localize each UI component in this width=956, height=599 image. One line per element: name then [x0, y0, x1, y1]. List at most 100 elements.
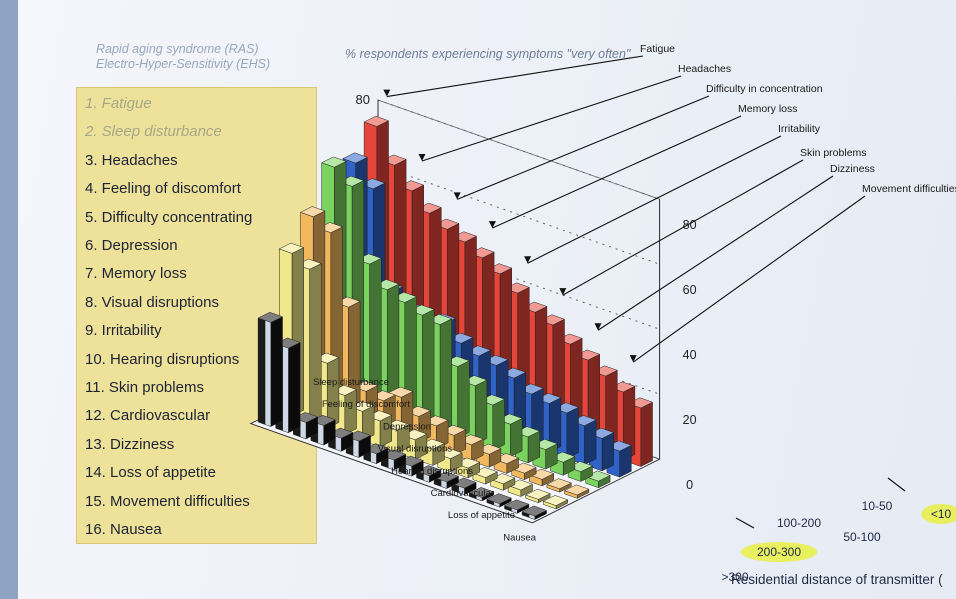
legend-item: 3. Headaches: [85, 151, 178, 169]
arrow-head: [383, 89, 391, 97]
bar-side: [510, 417, 523, 458]
arrow-head: [418, 154, 426, 161]
symptom-back-label: Difficulty in concentration: [706, 83, 823, 95]
bar: [503, 499, 530, 514]
bar: [486, 493, 512, 508]
bar: [546, 478, 572, 493]
bar-side: [309, 263, 322, 423]
symptom-back-label: Headaches: [678, 63, 731, 75]
bar: [511, 462, 537, 481]
gridline: [377, 164, 660, 265]
symptom-back-label: Memory loss: [738, 103, 798, 115]
bar: [563, 484, 590, 499]
symptom-arrow: [456, 95, 710, 200]
symptom-front-label: Hearing disruptions: [391, 466, 473, 477]
symptom-front-label: Loss of appetite: [448, 510, 515, 521]
bar-top: [542, 495, 569, 506]
legend-item: 6. Depression: [85, 237, 178, 254]
bar: [528, 468, 555, 487]
header-line-1: Rapid aging syndrome (RAS): [96, 42, 259, 56]
bar: [507, 479, 534, 497]
bar-side: [640, 401, 653, 467]
distance-label: <10: [931, 507, 952, 521]
legend-item: 16. Nausea: [85, 521, 162, 538]
bar-highlight: [300, 420, 307, 440]
bar-side: [288, 341, 301, 434]
bar-highlight: [423, 473, 430, 483]
bar-side: [344, 389, 357, 435]
arrow-head: [488, 221, 496, 229]
bar-top: [546, 478, 572, 490]
symptom-arrow: [562, 159, 804, 296]
legend-item: 14. Loss of appetite: [85, 464, 216, 482]
bar-side: [270, 316, 283, 427]
bar: [542, 495, 569, 510]
chart-labels: <10 10-50 50-100 100-200 200-300 >300 Sleep di…: [313, 43, 956, 584]
bar-side: [439, 318, 452, 433]
symptom-arrow: [527, 135, 782, 264]
bar: [345, 430, 372, 458]
bar: [472, 467, 498, 485]
bar: [451, 477, 477, 496]
symptom-back-label: Dizziness: [830, 163, 875, 175]
symptom-arrow: [632, 195, 866, 363]
arrow-head: [453, 192, 461, 200]
distance-label: >300: [721, 570, 748, 584]
header-line-2: Electro-Hyper-Sensitivity (EHS): [96, 57, 271, 71]
right-tick-label: 80: [683, 218, 697, 232]
bar-highlight: [458, 485, 465, 495]
symptom-arrow: [492, 115, 742, 229]
bar-side: [584, 419, 597, 466]
legend-item: 5. Difficulty concentrating: [85, 208, 253, 226]
chart-bars: [257, 115, 654, 520]
legend-item: 9. Irritability: [85, 322, 162, 340]
bar-highlight: [405, 464, 412, 477]
bar-highlight: [388, 457, 395, 471]
distance-label: 10-50: [862, 499, 893, 513]
symptom-back-label: Irritability: [778, 123, 821, 135]
right-tick-label: 0: [686, 478, 693, 492]
bar-highlight: [352, 438, 359, 458]
right-tick-label: 60: [683, 283, 697, 297]
distance-label: 50-100: [843, 530, 881, 544]
bar: [521, 505, 548, 520]
bar-highlight: [440, 479, 447, 489]
distance-label: 200-300: [757, 545, 801, 559]
legend-item: 4. Feeling of discomfort: [85, 180, 241, 198]
chart-title: % respondents experiencing symptoms "ver…: [345, 47, 631, 61]
bar-side: [492, 398, 505, 451]
bar-top: [321, 156, 347, 168]
symptom-front-label: Sleep disturbance: [313, 377, 389, 388]
legend-item: 12. Cardiovascular: [85, 407, 211, 425]
symptom-front-label: Depression: [383, 421, 431, 432]
bar-highlight: [370, 451, 377, 464]
bar-highlight: [317, 423, 324, 446]
arrow-head: [524, 256, 532, 264]
arrow-head: [594, 323, 602, 331]
bar: [468, 487, 495, 502]
symptom-back-label: Movement difficulties: [862, 183, 956, 195]
bar: [327, 427, 354, 452]
symptom-back-label: Skin problems: [800, 147, 867, 159]
legend-item: 15. Movement difficulties: [85, 492, 250, 510]
highlight-mark: [740, 542, 818, 562]
bar-highlight: [282, 345, 289, 433]
distance-arrow: [735, 517, 755, 529]
legend-item: 13. Dizziness: [85, 435, 175, 453]
distance-label: 100-200: [777, 516, 821, 530]
bar-side: [474, 379, 488, 445]
gridline: [377, 99, 660, 200]
bar-top: [363, 115, 390, 127]
y-tick-label: 80: [356, 92, 370, 107]
bar-top: [525, 488, 551, 500]
bar-side: [566, 406, 579, 459]
arrow-head: [559, 288, 567, 296]
bar: [585, 470, 611, 489]
symptom-arrow: [597, 175, 834, 331]
legend-item: 11. Skin problems: [85, 379, 204, 396]
legend-item: 7. Memory loss: [85, 265, 187, 283]
bar-highlight: [511, 507, 518, 514]
bar-highlight: [264, 320, 271, 427]
